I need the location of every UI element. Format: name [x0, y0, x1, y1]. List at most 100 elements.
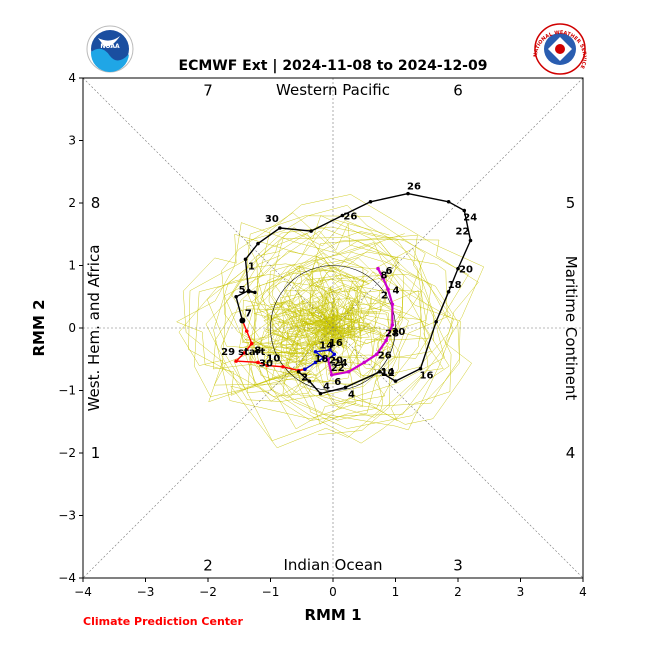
y-tick-label: 2: [68, 196, 76, 210]
ensemble-member-line: [247, 220, 400, 365]
forecast-day-point: [346, 369, 351, 374]
forecast-day-point: [249, 341, 254, 346]
x-tick-label: −3: [137, 585, 155, 599]
region-label-top: Western Pacific: [276, 81, 390, 99]
forecast-day-point: [256, 360, 260, 365]
region-label-right: Maritime Continent: [562, 256, 580, 401]
forecast-tracks: [234, 191, 473, 396]
forecast-day-point: [446, 199, 451, 204]
forecast-day-point: [253, 290, 257, 295]
ensemble-member-line: [231, 215, 404, 358]
ensemble-member-line: [272, 231, 469, 405]
forecast-day-point: [381, 276, 385, 280]
forecast-day-point: [329, 373, 334, 377]
day-label: 24: [463, 213, 477, 224]
day-label: 18: [448, 280, 462, 291]
ensemble-member-line: [282, 277, 357, 364]
forecast-day-point: [278, 226, 282, 230]
ensemble-member-line: [246, 261, 395, 397]
forecast-day-point: [462, 208, 467, 213]
noaa-logo: NOAA: [86, 25, 134, 73]
x-tick-label: −4: [74, 585, 92, 599]
ensemble-member-line: [266, 271, 472, 425]
day-label: 30: [259, 358, 273, 369]
forecast-day-point: [393, 379, 398, 383]
x-tick-label: 0: [329, 585, 337, 599]
day-label: 6: [334, 377, 341, 388]
day-label: 2: [381, 290, 388, 301]
ensemble-member-line: [245, 289, 450, 421]
forecast-day-point: [446, 289, 451, 294]
phase-number: 8: [91, 194, 101, 212]
y-tick-label: 0: [68, 321, 76, 335]
day-label: 4: [348, 389, 355, 400]
forecast-day-point: [374, 352, 379, 357]
y-tick-label: 1: [68, 259, 76, 273]
region-label-bottom: Indian Ocean: [283, 556, 382, 574]
day-label: 29: [221, 347, 235, 358]
forecast-day-point: [340, 213, 345, 218]
phase-number: 4: [566, 444, 576, 462]
day-label: 2: [301, 373, 308, 384]
phase-number: 5: [566, 194, 576, 212]
forecast-day-point: [234, 359, 238, 363]
y-tick-label: −4: [58, 571, 76, 585]
day-label: 24: [334, 358, 348, 369]
forecast-day-point: [265, 363, 270, 368]
forecast-track-line: [235, 320, 306, 372]
ensemble-member-line: [224, 205, 424, 362]
day-label: 26: [407, 182, 421, 193]
x-axis-label: RMM 1: [304, 606, 361, 624]
day-label: 4: [393, 285, 400, 296]
forecast-day-point: [368, 199, 373, 204]
day-label: 22: [456, 227, 470, 238]
x-tick-label: 1: [392, 585, 400, 599]
phase-dividers: [82, 77, 584, 579]
y-tick-label: 4: [68, 71, 76, 85]
start-label: start: [238, 347, 265, 358]
forecast-day-point: [303, 367, 307, 372]
ensemble-member-line: [257, 223, 399, 372]
day-label: 5: [239, 285, 246, 296]
credit-text: Climate Prediction Center: [83, 615, 243, 628]
day-label: 26: [378, 350, 392, 361]
day-label: 20: [329, 355, 343, 366]
forecast-day-point: [343, 385, 348, 390]
day-label: 8: [381, 271, 388, 282]
day-label: 1: [248, 261, 255, 272]
forecast-day-point: [332, 352, 337, 357]
ensemble-member-line: [256, 270, 365, 356]
forecast-day-point: [256, 241, 260, 246]
phase-number: 1: [91, 444, 101, 462]
day-label: 18: [315, 354, 329, 365]
forecast-day-point: [244, 329, 249, 333]
ensemble-member-line: [182, 233, 391, 435]
forecast-day-point: [242, 351, 247, 355]
y-tick-label: −1: [58, 384, 76, 398]
day-label: 4: [323, 382, 330, 393]
forecast-day-point: [386, 287, 390, 292]
day-label: 30: [265, 214, 279, 225]
forecast-day-point: [234, 294, 238, 299]
ensemble-members: [176, 194, 485, 449]
phase-number: 7: [203, 82, 213, 100]
forecast-day-point: [418, 366, 423, 371]
forecast-day-point: [468, 238, 473, 243]
forecast-day-point: [307, 379, 312, 383]
ensemble-member-line: [213, 232, 394, 420]
day-label: 22: [331, 363, 345, 374]
phase-number: 6: [453, 82, 463, 100]
ensemble-member-line: [249, 274, 452, 444]
day-label: 14: [319, 340, 333, 351]
day-label: 30: [391, 327, 405, 338]
forecast-day-point: [328, 348, 332, 352]
forecast-day-point: [296, 369, 301, 374]
forecast-day-point: [390, 302, 395, 307]
chart-title: ECMWF Ext | 2024-11-08 to 2024-12-09: [179, 58, 488, 74]
forecast-day-point: [318, 391, 323, 396]
day-label: 8: [254, 346, 261, 357]
forecast-day-point: [243, 257, 248, 262]
forecast-day-point: [326, 357, 330, 362]
forecast-day-point: [321, 356, 326, 360]
